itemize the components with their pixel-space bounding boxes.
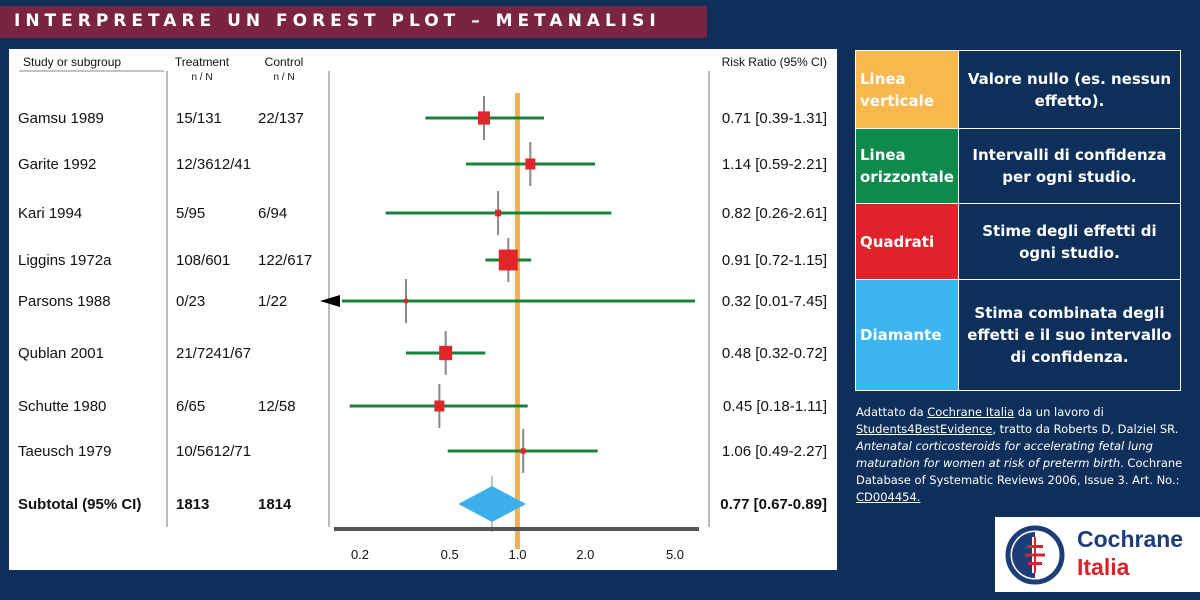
subtotal-control: 1814 (258, 496, 292, 513)
effect-square (525, 158, 536, 170)
study-name: Kari 1994 (18, 205, 82, 222)
study-column-header: Study or subgroup (23, 55, 121, 69)
effect-square (403, 298, 408, 304)
risk-ratio-value: 1.14 [0.59-2.21] (722, 156, 827, 173)
study-name: Taeusch 1979 (18, 443, 111, 460)
study-name: Gamsu 1989 (18, 110, 104, 127)
legend-term: Diamante (855, 279, 959, 391)
page-title: INTERPRETARE UN FOREST PLOT – METANALISI (14, 11, 661, 31)
legend-description: Valore nullo (es. nessun effetto). (957, 50, 1182, 129)
legend-term: Quadrati (855, 203, 959, 280)
legend-row: Quadrati Stime degli effetti di ogni stu… (855, 203, 1182, 280)
subtotal-treatment: 1813 (176, 496, 209, 513)
legend-term: Linea orizzontale (855, 128, 959, 204)
treatment-control-value: 21/7241/67 (176, 345, 251, 362)
effect-square (520, 448, 526, 454)
citation-article-title: Antenatal corticosteroids for accelerati… (856, 439, 1153, 470)
ci-truncation-arrow (320, 295, 340, 307)
cochrane-logo-icon (1005, 525, 1065, 585)
study-name: Liggins 1972a (18, 252, 112, 269)
citation-text: Adattato da Cochrane Italia da un lavoro… (856, 404, 1186, 506)
x-tick-label: 0.5 (441, 547, 459, 562)
subtotal-risk-ratio: 0.77 [0.67-0.89] (720, 496, 827, 513)
cochrane-italia-link[interactable]: Cochrane Italia (927, 405, 1015, 419)
treatment-column-header: Treatment (175, 55, 230, 69)
legend-row: Linea orizzontale Intervalli di confiden… (855, 128, 1182, 204)
effect-square (498, 249, 518, 271)
treatment-control-value: 10/5612/71 (176, 443, 251, 460)
control-value: 6/94 (258, 205, 287, 222)
risk-ratio-value: 1.06 [0.49-2.27] (722, 443, 827, 460)
logo-text-italia: Italia (1077, 554, 1130, 580)
cochrane-italia-logo: Cochrane Italia (995, 517, 1200, 592)
treatment-value: 108/601 (176, 252, 230, 269)
study-name: Schutte 1980 (18, 398, 106, 415)
forest-plot: Study or subgroup Treatment n / N Control n … (18, 55, 827, 562)
legend-description: Stima combinata degli effetti e il suo i… (957, 279, 1182, 391)
x-tick-label: 2.0 (576, 547, 594, 562)
risk-ratio-value: 0.82 [0.26-2.61] (722, 205, 827, 222)
students4bestevidence-link[interactable]: Students4BestEvidence (856, 422, 993, 436)
legend-table: Linea verticale Valore nullo (es. nessun… (855, 50, 1182, 391)
control-subheader: n / N (273, 72, 294, 83)
citation-part: Adattato da (856, 405, 928, 419)
legend-description: Stime degli effetti di ogni studio. (957, 203, 1182, 280)
risk-ratio-value: 0.71 [0.39-1.31] (722, 110, 827, 127)
risk-ratio-value: 0.45 [0.18-1.11] (723, 398, 827, 415)
forest-plot-panel: Study or subgroup Treatment n / N Control n … (9, 49, 837, 570)
subtotal-label: Subtotal (95% CI) (18, 496, 141, 513)
legend-row: Diamante Stima combinata degli effetti e… (855, 279, 1182, 391)
effect-square (439, 345, 453, 361)
effect-square (477, 111, 490, 125)
x-tick-label: 1.0 (508, 547, 526, 562)
risk-ratio-value: 0.32 [0.01-7.45] (722, 293, 827, 310)
effect-square (495, 209, 502, 217)
treatment-control-value: 12/3612/41 (176, 156, 251, 173)
effect-column-header: Risk Ratio (95% CI) (722, 55, 827, 69)
citation-part: da un lavoro di (1014, 405, 1104, 419)
x-tick-label: 0.2 (351, 547, 369, 562)
study-name: Qublan 2001 (18, 345, 104, 362)
treatment-value: 5/95 (176, 205, 205, 222)
study-name: Parsons 1988 (18, 293, 111, 310)
study-name: Garite 1992 (18, 156, 96, 173)
risk-ratio-value: 0.48 [0.32-0.72] (722, 345, 827, 362)
pooled-diamond (458, 486, 527, 522)
treatment-value: 15/131 (176, 110, 222, 127)
risk-ratio-value: 0.91 [0.72-1.15] (722, 252, 827, 269)
control-value: 122/617 (258, 252, 312, 269)
citation-part: , tratto da Roberts D, Dalziel SR. (992, 422, 1179, 436)
title-banner: INTERPRETARE UN FOREST PLOT – METANALISI (0, 6, 707, 38)
control-value: 22/137 (258, 110, 304, 127)
treatment-value: 6/65 (176, 398, 205, 415)
treatment-subheader: n / N (191, 72, 212, 83)
legend-row: Linea verticale Valore nullo (es. nessun… (855, 50, 1182, 129)
control-value: 1/22 (258, 293, 287, 310)
legend-description: Intervalli di confidenza per ogni studio… (957, 128, 1182, 204)
effect-square (434, 400, 445, 412)
legend-term: Linea verticale (855, 50, 959, 129)
citation-part: . Cochrane Database of Systematic Review… (856, 456, 1183, 487)
control-value: 12/58 (258, 398, 296, 415)
control-column-header: Control (265, 55, 304, 69)
treatment-value: 0/23 (176, 293, 205, 310)
cd004454-link[interactable]: CD004454. (856, 490, 921, 504)
x-tick-label: 5.0 (666, 547, 684, 562)
logo-text-cochrane: Cochrane (1077, 526, 1184, 552)
